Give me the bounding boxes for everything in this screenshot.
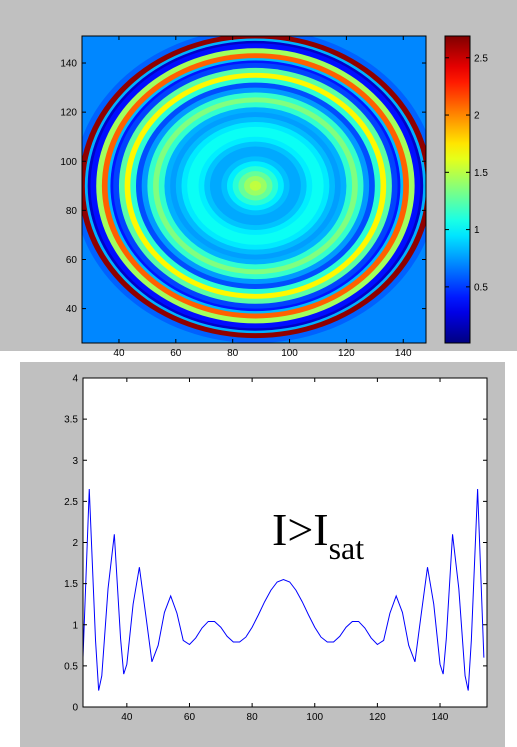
heatmap-axes: 40 60 80 100 120 140 40 60 80 100 120 140 0.5 1 1.5 2 2.… [60, 35, 488, 359]
y-tick-label: 2.5 [64, 497, 78, 508]
y-tick-label: 100 [60, 157, 77, 168]
x-tick-label: 40 [121, 712, 133, 723]
y-tick-label: 60 [66, 255, 78, 266]
annotation: I>Isat [272, 504, 364, 566]
x-tick-label: 80 [247, 712, 259, 723]
colorbar-tick-label: 2.5 [474, 53, 488, 64]
x-tick-label: 120 [369, 712, 386, 723]
x-tick-label: 100 [306, 712, 323, 723]
y-tick-label: 3 [72, 456, 78, 467]
colorbar [444, 35, 471, 344]
line [82, 489, 485, 691]
x-tick-label: 60 [170, 348, 182, 359]
colorbar-tick-label: 1.5 [474, 168, 488, 179]
colorbar-tick-label: 1 [474, 225, 480, 236]
y-tick-label: 0 [72, 703, 78, 714]
x-tick-label: 140 [432, 712, 449, 723]
x-tick-label: 40 [113, 348, 125, 359]
line-axes: 40 60 80 100 120 140 0 0.5 1 1.5 2 2.5 3 3.5 4 [64, 374, 488, 723]
x-tick-label: 100 [281, 348, 298, 359]
y-tick-label: 3.5 [64, 415, 78, 426]
y-tick-label: 40 [66, 304, 78, 315]
image [82, 36, 426, 343]
annotation-text: I>I [272, 504, 329, 555]
y-tick-label: 1.5 [64, 579, 78, 590]
ring [254, 185, 257, 187]
y-tick-label: 0.5 [64, 661, 78, 672]
colorbar-tick-label: 2 [474, 111, 480, 122]
y-tick-label: 1 [72, 620, 78, 631]
axes-frame [81, 35, 427, 344]
x-tick-label: 60 [184, 712, 196, 723]
colorbar-tick-label: 0.5 [474, 282, 488, 293]
x-tick-label: 80 [227, 348, 239, 359]
y-tick-label: 120 [60, 108, 77, 119]
x-tick-label: 120 [338, 348, 355, 359]
y-tick-label: 140 [60, 59, 77, 70]
x-tick-label: 140 [395, 348, 412, 359]
y-tick-label: 4 [72, 374, 78, 385]
y-tick-label: 2 [72, 538, 78, 549]
y-tick-label: 80 [66, 206, 78, 217]
annotation-subscript: sat [329, 530, 365, 566]
